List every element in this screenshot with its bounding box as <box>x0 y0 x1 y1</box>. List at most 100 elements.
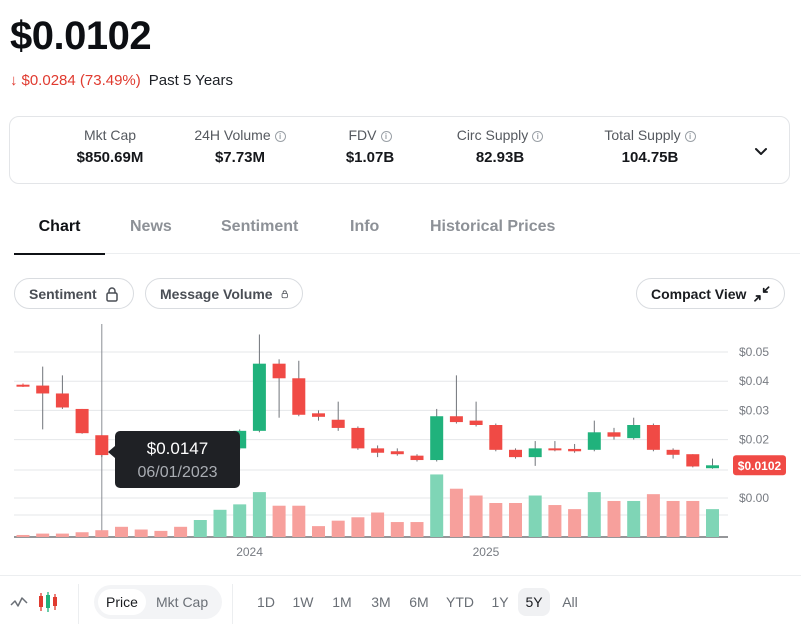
volume-bar <box>351 517 365 537</box>
tooltip-date: 06/01/2023 <box>137 464 217 481</box>
range-1w-button[interactable]: 1W <box>292 594 314 610</box>
tab-historical-prices[interactable]: Historical Prices <box>430 218 556 235</box>
candle-body[interactable] <box>351 427 365 449</box>
candle-body[interactable] <box>469 420 483 425</box>
candle-body[interactable] <box>55 393 69 408</box>
stat-value: $850.69M <box>76 149 144 166</box>
range-all-button[interactable]: All <box>562 594 578 610</box>
message-volume-pill-button[interactable]: Message Volume <box>145 278 303 309</box>
tooltip-pointer <box>108 446 115 458</box>
volume-bar <box>115 526 128 537</box>
mktcap-toggle-button[interactable]: Mkt Cap <box>156 594 209 610</box>
range-5y-button[interactable]: 5Y <box>518 588 550 616</box>
price-chart[interactable]: $0.05 $0.04 $0.03 $0.02 $0.00 2024 2025 $0.0102… <box>0 320 801 570</box>
tooltip-box <box>115 431 240 488</box>
candle-body[interactable] <box>568 448 582 452</box>
stat-24h-volume: 24H Volume i $7.73M <box>180 117 300 166</box>
volume-bar <box>312 526 325 537</box>
volume-bar <box>75 532 89 537</box>
volume-bar <box>390 522 404 537</box>
candle-body[interactable] <box>36 385 50 394</box>
candle-body[interactable] <box>390 451 404 455</box>
info-icon[interactable]: i <box>380 131 392 142</box>
stat-fdv: FDV i $1.07B <box>325 117 415 166</box>
stat-mkt-cap: Mkt Cap $850.69M <box>60 117 160 166</box>
price-toggle-button[interactable]: Price <box>98 589 146 615</box>
candle-body[interactable] <box>489 425 503 450</box>
volume-bar <box>16 534 30 537</box>
sentiment-pill-button[interactable]: Sentiment <box>14 278 134 309</box>
volume-bar <box>469 495 483 537</box>
volume-bar <box>430 474 444 537</box>
tab-chart[interactable]: Chart <box>14 208 105 255</box>
volume-bar <box>587 492 601 537</box>
y-tick-label: $0.02 <box>739 433 769 447</box>
candle-body[interactable] <box>666 449 680 455</box>
candle-body[interactable] <box>587 432 601 450</box>
range-1m-button[interactable]: 1M <box>332 594 352 610</box>
collapse-arrows-icon <box>754 285 770 302</box>
stat-label: FDV <box>348 127 377 143</box>
volume-bar <box>174 526 188 537</box>
stat-label: Circ Supply <box>456 127 529 143</box>
compact-view-button[interactable]: Compact View <box>636 278 785 309</box>
candle-body[interactable] <box>410 455 424 461</box>
current-price: $0.0102 <box>10 14 152 58</box>
chevron-down-icon[interactable] <box>751 141 771 161</box>
range-ytd-button[interactable]: YTD <box>446 594 474 610</box>
stat-value: 104.75B <box>621 149 679 166</box>
range-6m-button[interactable]: 6M <box>409 594 429 610</box>
candle-body[interactable] <box>646 425 660 450</box>
candle-body[interactable] <box>95 435 109 456</box>
pill-label: Message Volume <box>160 285 273 302</box>
candle-body[interactable] <box>75 408 89 434</box>
line-chart-icon[interactable] <box>10 591 28 613</box>
candle-body[interactable] <box>607 432 621 437</box>
range-1d-button[interactable]: 1D <box>257 594 275 610</box>
info-icon[interactable]: i <box>684 131 696 142</box>
candle-body[interactable] <box>449 416 463 423</box>
y-tick-label: $0.03 <box>739 403 769 417</box>
candle-body[interactable] <box>272 363 286 379</box>
candle-body[interactable] <box>312 413 325 417</box>
candle-body[interactable] <box>292 378 306 415</box>
candle-body[interactable] <box>528 448 542 458</box>
chart-svg[interactable]: $0.05 $0.04 $0.03 $0.02 $0.00 2024 2025 $0.0102… <box>0 320 801 570</box>
tab-info[interactable]: Info <box>350 218 380 235</box>
stat-value: $1.07B <box>345 149 395 166</box>
candle-body[interactable] <box>706 465 719 469</box>
candle-body[interactable] <box>252 363 266 431</box>
candle-body[interactable] <box>371 448 385 453</box>
tab-news[interactable]: News <box>130 218 172 235</box>
info-icon[interactable]: i <box>532 131 544 142</box>
volume-bar <box>449 488 463 537</box>
candle-body[interactable] <box>686 454 700 467</box>
volume-bar <box>548 505 562 537</box>
candle-body[interactable] <box>16 384 30 387</box>
candle-body[interactable] <box>331 419 345 428</box>
range-3m-button[interactable]: 3M <box>371 594 391 610</box>
volume-bar <box>213 509 227 537</box>
candlestick-icon[interactable] <box>36 590 60 614</box>
pill-label: Compact View <box>651 285 747 302</box>
volume-bar <box>706 509 719 537</box>
candle-body[interactable] <box>430 416 444 461</box>
info-icon[interactable]: i <box>274 131 286 142</box>
volume-bar <box>95 530 109 537</box>
volume-bar <box>154 530 168 537</box>
candle-body[interactable] <box>548 448 562 451</box>
volume-bar <box>646 494 660 537</box>
price-mktcap-toggle: Price Mkt Cap <box>94 585 222 619</box>
range-1y-button[interactable]: 1Y <box>491 594 509 610</box>
volume-bar <box>686 500 700 537</box>
candle-body[interactable] <box>509 449 522 458</box>
volume-bar <box>292 505 306 537</box>
stats-card: Mkt Cap $850.69M 24H Volume i $7.73M FDV i… <box>9 116 790 184</box>
volume-bar <box>252 492 266 537</box>
volume-bar <box>272 505 286 537</box>
volume-bar <box>666 500 680 537</box>
candle-body[interactable] <box>627 425 641 439</box>
tab-sentiment[interactable]: Sentiment <box>221 218 299 235</box>
volume-bar <box>528 495 542 537</box>
pill-label: Sentiment <box>29 285 97 302</box>
